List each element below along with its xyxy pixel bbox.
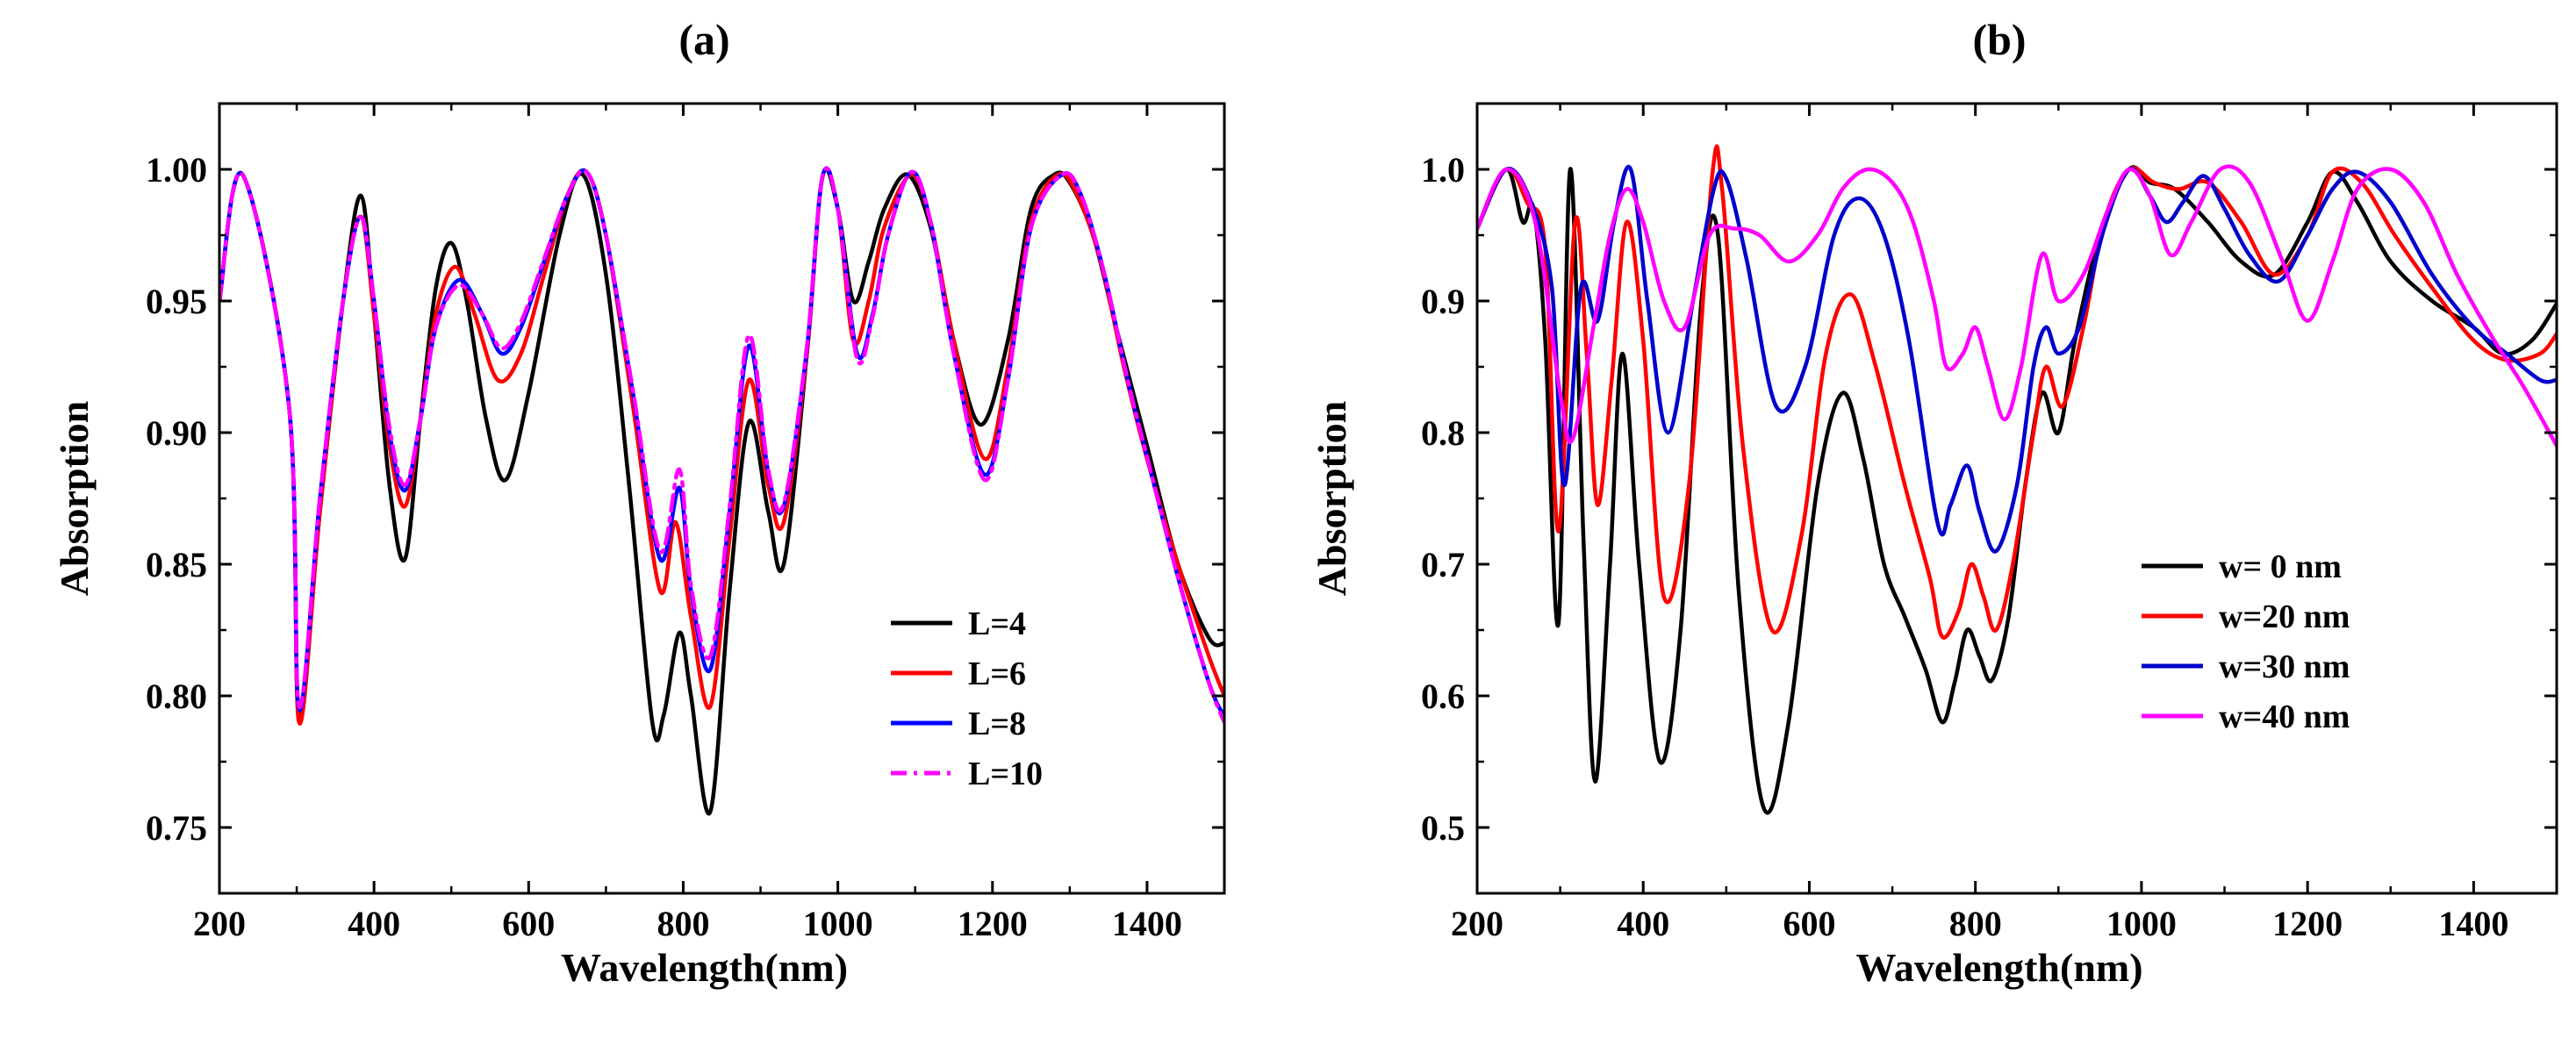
panel-b: 200 400 600 800 1000 1200 1400 0.5 0.6 0.7 0.8 0.9 1… xyxy=(1310,15,2558,990)
x-tick-label-b: 600 xyxy=(1783,904,1835,943)
series-line-b-3 xyxy=(1477,165,2557,554)
y-tick-label-a: 0.80 xyxy=(146,677,207,716)
legend-label-b-3: w=30 nm xyxy=(2219,648,2350,685)
panel-b-label: (b) xyxy=(1972,15,2026,64)
y-tick-label-b: 0.5 xyxy=(1421,808,1465,848)
panel-b-y-axis-label: Absorption xyxy=(1310,401,1354,596)
x-tick-label-a: 600 xyxy=(502,904,555,943)
y-tick-label-a: 1.00 xyxy=(146,150,207,190)
y-tick-label-b: 0.7 xyxy=(1421,545,1465,584)
series-line-b-1 xyxy=(1477,165,2557,815)
panel-a-y-axis-label: Absorption xyxy=(52,401,97,596)
legend-label-a-2: L=6 xyxy=(968,655,1026,692)
panel-a-series xyxy=(219,166,1224,816)
y-tick-label-b: 1.0 xyxy=(1421,150,1465,190)
y-tick-label-a: 0.95 xyxy=(146,282,207,321)
y-tick-label-b: 0.8 xyxy=(1421,413,1465,453)
x-tick-label-a: 1400 xyxy=(1112,904,1182,943)
x-tick-label-a: 200 xyxy=(193,904,246,943)
legend-label-b-2: w=20 nm xyxy=(2219,598,2350,635)
x-tick-label-b: 200 xyxy=(1451,904,1503,943)
legend-label-b-1: w= 0 nm xyxy=(2219,548,2342,585)
x-tick-label-b: 1000 xyxy=(2106,904,2177,943)
legend-label-a-4: L=10 xyxy=(968,756,1043,792)
legend-label-a-1: L=4 xyxy=(968,605,1026,642)
y-tick-label-b: 0.9 xyxy=(1421,282,1465,321)
x-tick-label-a: 400 xyxy=(348,904,400,943)
series-line-b-4 xyxy=(1477,164,2557,448)
y-tick-label-b: 0.6 xyxy=(1421,677,1465,716)
panel-b-x-axis-label: Wavelength(nm) xyxy=(1855,945,2142,990)
x-tick-label-b: 400 xyxy=(1617,904,1669,943)
panel-a: 200 400 600 800 1000 1200 1400 0.75 0.80 0.85 0.90… xyxy=(52,15,1226,990)
y-tick-label-a: 0.75 xyxy=(146,808,207,848)
series-line-b-2 xyxy=(1477,144,2557,640)
x-tick-label-a: 1000 xyxy=(803,904,873,943)
x-tick-label-b: 1200 xyxy=(2272,904,2343,943)
panel-b-series xyxy=(1477,144,2557,815)
x-tick-label-a: 1200 xyxy=(958,904,1028,943)
x-tick-label-a: 800 xyxy=(657,904,709,943)
y-tick-label-a: 0.90 xyxy=(146,413,207,453)
x-tick-label-b: 1400 xyxy=(2438,904,2508,943)
panel-a-legend: L=4 L=6 L=8 L=10 xyxy=(891,605,1043,792)
y-tick-label-a: 0.85 xyxy=(146,545,207,584)
x-tick-label-b: 800 xyxy=(1949,904,2002,943)
panel-a-plot-frame xyxy=(218,102,1226,895)
panel-a-label: (a) xyxy=(678,15,729,64)
series-line-a-4 xyxy=(219,166,1224,725)
panel-b-legend: w= 0 nm w=20 nm w=30 nm w=40 nm xyxy=(2142,548,2350,735)
legend-label-a-3: L=8 xyxy=(968,706,1026,742)
panel-a-x-axis-label: Wavelength(nm) xyxy=(561,945,848,990)
legend-label-b-4: w=40 nm xyxy=(2219,698,2350,735)
